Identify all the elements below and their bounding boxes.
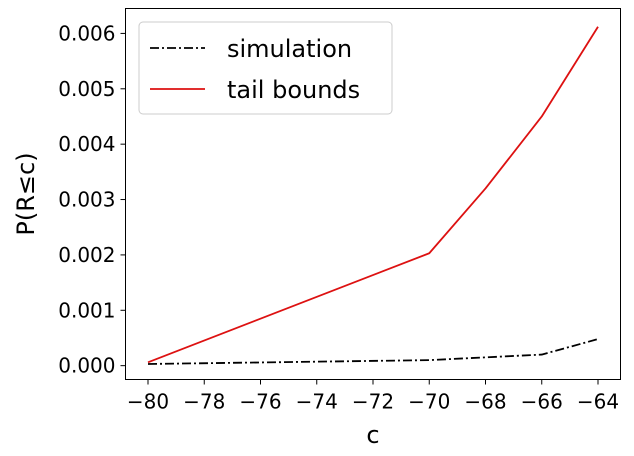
- x-tick-label: −66: [521, 390, 563, 414]
- x-tick-label: −76: [239, 390, 281, 414]
- x-tick-label: −64: [577, 390, 619, 414]
- x-tick-label: −72: [352, 390, 394, 414]
- y-tick-label: 0.002: [58, 243, 115, 267]
- y-axis: 0.000 0.001 0.002 0.003 0.004 0.005 0.006: [58, 21, 126, 378]
- legend-label-1: tail bounds: [227, 76, 360, 104]
- y-tick-label: 0.003: [58, 188, 115, 212]
- x-axis: −80 −78 −76 −74 −72 −70 −68 −66 −64: [127, 379, 619, 414]
- legend-label-0: simulation: [227, 35, 352, 63]
- x-tick-label: −80: [127, 390, 169, 414]
- legend-box: [138, 21, 393, 115]
- y-tick-label: 0.006: [58, 21, 115, 45]
- y-tick-label: 0.005: [58, 77, 115, 101]
- legend: simulation tail bounds: [138, 21, 393, 115]
- series-line-1: [147, 26, 599, 364]
- y-tick-label: 0.004: [58, 132, 115, 156]
- y-tick-label: 0.000: [58, 354, 115, 378]
- x-tick-label: −78: [183, 390, 225, 414]
- series-layer: [147, 26, 599, 365]
- y-axis-label: P(R≤c): [12, 152, 40, 235]
- x-tick-label: −74: [296, 390, 338, 414]
- series-line-0: [147, 338, 599, 365]
- x-axis-label: c: [366, 421, 379, 449]
- x-tick-label: −68: [464, 390, 506, 414]
- y-tick-label: 0.001: [58, 298, 115, 322]
- x-tick-label: −70: [408, 390, 450, 414]
